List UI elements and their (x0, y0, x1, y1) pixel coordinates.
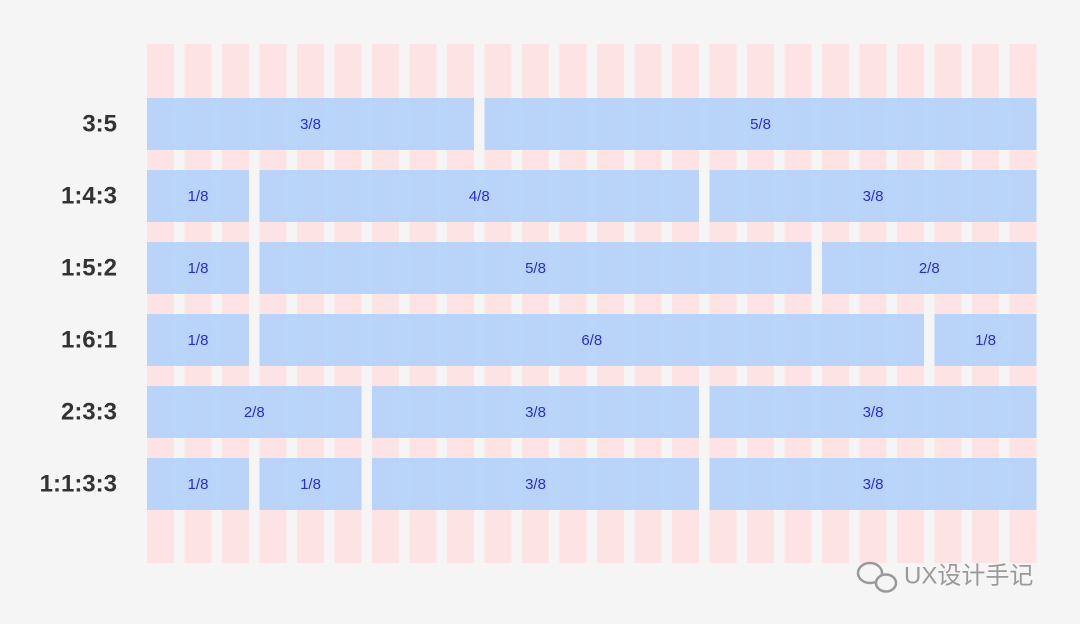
layout-block (147, 386, 362, 438)
block-label: 5/8 (525, 260, 546, 277)
block-label: 3/8 (525, 476, 546, 493)
block-label: 3/8 (300, 116, 321, 133)
row-label: 2:3:3 (61, 398, 117, 425)
layout-block (934, 314, 1037, 366)
layout-block (259, 170, 699, 222)
layout-block (147, 314, 249, 366)
layout-block (147, 98, 474, 150)
layout-block (259, 458, 362, 510)
layout-block (709, 170, 1037, 222)
layout-block (259, 314, 924, 366)
row-label: 1:6:1 (61, 326, 117, 353)
layout-block (259, 242, 812, 294)
row-label: 1:4:3 (61, 182, 117, 209)
layout-block (372, 458, 699, 510)
wechat-icon (856, 561, 884, 585)
block-label: 2/8 (244, 404, 265, 421)
block-label: 2/8 (919, 260, 940, 277)
block-label: 6/8 (581, 332, 602, 349)
block-label: 3/8 (863, 476, 884, 493)
watermark: UX设计手记 (856, 561, 1033, 593)
block-label: 5/8 (750, 116, 771, 133)
watermark-text: UX设计手记 (904, 562, 1033, 589)
block-label: 3/8 (525, 404, 546, 421)
layout-block (484, 98, 1037, 150)
layout-block (147, 242, 249, 294)
layout-block (709, 458, 1037, 510)
block-label: 1/8 (188, 260, 209, 277)
block-label: 4/8 (469, 188, 490, 205)
layout-rows: 3:5 3/8 5/8 1:4:3 1/8 4/8 3/8 1:5:2 1/8 5/8 2/8 1:6… (40, 98, 1037, 510)
row-label: 1:1:3:3 (40, 470, 117, 497)
block-label: 1/8 (188, 188, 209, 205)
layout-block (147, 458, 249, 510)
row-label: 3:5 (82, 110, 117, 137)
wechat-icon (874, 573, 898, 593)
block-label: 3/8 (863, 188, 884, 205)
row-label: 1:5:2 (61, 254, 117, 281)
layout-block (372, 386, 699, 438)
block-label: 1/8 (188, 332, 209, 349)
block-label: 1/8 (188, 476, 209, 493)
layout-block (709, 386, 1037, 438)
layout-block (822, 242, 1037, 294)
block-label: 3/8 (863, 404, 884, 421)
block-label: 1/8 (975, 332, 996, 349)
layout-block (147, 170, 249, 222)
block-label: 1/8 (300, 476, 321, 493)
